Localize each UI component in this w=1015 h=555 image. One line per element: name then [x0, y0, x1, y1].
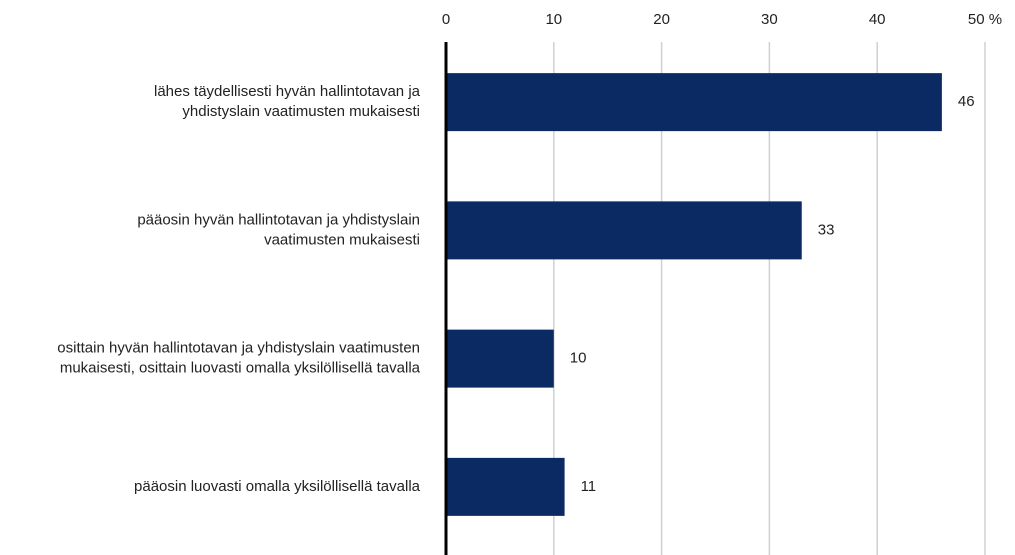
bar	[446, 457, 565, 516]
y-tick-label: osittain hyvän hallintotavan ja yhdistys…	[57, 340, 420, 377]
x-tick-label: 50 %	[968, 11, 1002, 28]
y-tick-label: pääosin luovasti omalla yksilöllisellä t…	[134, 478, 421, 495]
x-tick-label: 20	[653, 11, 670, 28]
value-label: 46	[958, 93, 975, 110]
bar	[446, 201, 802, 260]
value-label: 11	[581, 478, 597, 495]
x-tick-label: 40	[869, 11, 886, 28]
y-tick-label: pääosin hyvän hallintotavan ja yhdistysl…	[137, 211, 420, 248]
bar	[446, 73, 942, 132]
x-tick-label: 30	[761, 11, 778, 28]
y-tick-label: lähes täydellisesti hyvän hallintotavan …	[154, 83, 421, 120]
value-label: 33	[818, 221, 835, 238]
x-tick-label: 0	[442, 11, 450, 28]
x-tick-label: 10	[545, 11, 562, 28]
bar	[446, 329, 554, 388]
value-label: 10	[570, 350, 587, 367]
